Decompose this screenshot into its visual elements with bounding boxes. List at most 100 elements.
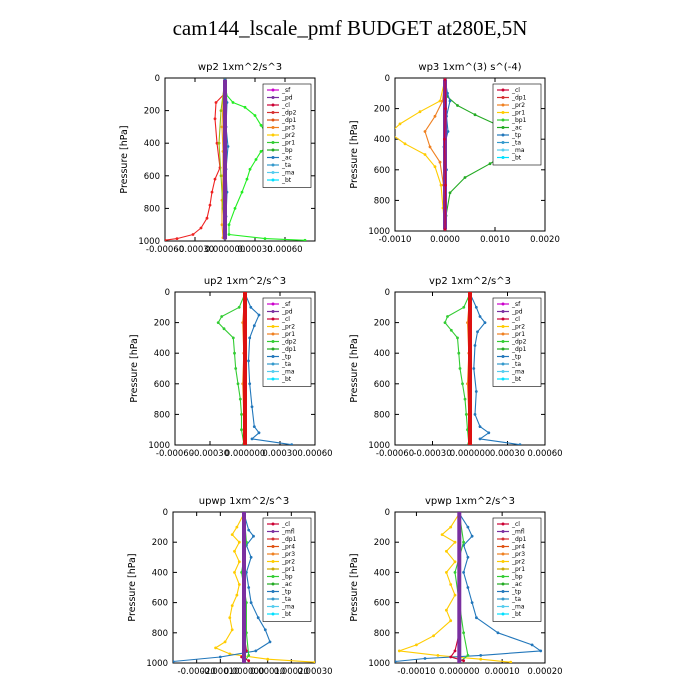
series-marker — [210, 190, 214, 194]
legend-label: _ma — [511, 369, 525, 376]
legend-marker — [271, 537, 275, 541]
legend-label: _sf — [281, 301, 291, 308]
series-marker — [226, 145, 230, 148]
legend-label: _ac — [281, 581, 292, 588]
x-tick-label: -0.00060 — [146, 245, 184, 255]
y-tick-label: 400 — [374, 349, 390, 359]
plot-frame — [394, 77, 546, 232]
legend-label: _tp — [511, 132, 521, 139]
legend-label: _ma — [511, 604, 525, 611]
series-marker — [478, 425, 482, 428]
chart-title: vpwp 1xm^2/s^3 — [425, 496, 515, 507]
series-marker — [464, 413, 468, 416]
x-tick-label: -0.0010 — [379, 235, 412, 245]
series-marker — [199, 226, 203, 230]
series-marker — [518, 443, 522, 445]
legend-label: _cl — [511, 87, 520, 94]
y-tick-label: 200 — [374, 105, 390, 115]
series-marker — [462, 571, 465, 574]
series-marker — [230, 628, 234, 632]
series-marker — [228, 616, 232, 620]
y-tick-label: 400 — [154, 349, 170, 359]
legend-marker — [271, 355, 275, 358]
y-tick-label: 200 — [152, 538, 168, 548]
legend-marker — [271, 575, 275, 578]
series-marker — [250, 405, 254, 409]
legend-label: _bt — [511, 376, 522, 383]
series-marker — [458, 367, 462, 370]
legend-marker — [501, 590, 505, 593]
series-marker — [237, 560, 241, 564]
y-tick-label: 400 — [152, 568, 168, 578]
legend-label: _ta — [281, 596, 291, 603]
series-marker — [303, 238, 307, 241]
legend-marker — [501, 567, 505, 571]
series-marker — [240, 428, 243, 432]
series-line — [224, 79, 306, 241]
series-marker — [216, 321, 220, 324]
legend-marker — [271, 552, 275, 556]
series-marker — [233, 207, 237, 210]
series-marker — [509, 660, 513, 663]
y-axis-label: Pressure [hPa] — [349, 120, 360, 188]
legend-marker — [501, 597, 505, 601]
y-tick-label: 1000 — [138, 237, 160, 247]
series-marker — [462, 305, 466, 309]
y-tick-label: 400 — [374, 568, 390, 578]
legend-marker — [271, 332, 275, 336]
y-tick-label: 0 — [385, 74, 390, 84]
series-marker — [478, 437, 482, 441]
legend-label: _cl — [281, 316, 290, 323]
legend-label: _bt — [281, 611, 292, 618]
legend-label: _pr1 — [281, 566, 295, 573]
series-marker — [208, 203, 212, 207]
series-marker — [473, 344, 477, 347]
series-marker — [445, 571, 448, 574]
series-marker — [466, 525, 470, 529]
legend-label: _ma — [511, 147, 525, 154]
y-tick-label: 0 — [385, 508, 390, 518]
legend-marker — [501, 552, 505, 556]
legend-marker — [271, 560, 275, 563]
series-marker — [233, 571, 236, 574]
series-marker — [446, 130, 450, 133]
series-marker — [476, 330, 479, 334]
series-marker — [453, 560, 457, 564]
series-marker — [456, 336, 459, 340]
series-marker — [423, 130, 427, 133]
x-tick-label: 0.00060 — [527, 449, 562, 459]
legend-label: _pr1 — [281, 331, 295, 338]
series-marker — [462, 540, 465, 544]
x-tick-label: -0.00020 — [178, 667, 216, 677]
series-marker — [165, 238, 167, 241]
series-marker — [432, 634, 435, 638]
legend: _cl_mfl_dp1_pr4_pr3_pr2_pr1_bp_ac_tp_ta_… — [492, 517, 542, 622]
series-marker — [266, 657, 270, 661]
series-marker — [228, 652, 232, 656]
legend-marker — [271, 590, 275, 593]
page-title: cam144_lscale_pmf BUDGET at280E,5N — [172, 16, 528, 40]
legend-marker — [271, 163, 275, 167]
legend-label: _bt — [511, 611, 522, 618]
series-marker — [247, 654, 251, 657]
series-marker — [487, 431, 491, 435]
legend-marker — [271, 178, 275, 182]
legend-label: _bp1 — [511, 117, 527, 124]
series-marker — [403, 142, 407, 146]
legend-marker — [501, 96, 505, 99]
x-tick-label: 0.000000 — [439, 667, 480, 677]
series-marker — [418, 110, 422, 114]
legend-marker — [501, 111, 505, 114]
series-marker — [479, 654, 483, 657]
series-marker — [243, 105, 247, 109]
chart-panel-6: vpwp 1xm^2/s^3 Pressure [hPa] 0 200 400 600 80… — [349, 496, 563, 677]
series-marker — [456, 104, 459, 107]
series-marker — [479, 657, 483, 661]
legend-marker — [501, 545, 505, 548]
series-marker — [263, 237, 267, 241]
series-marker — [449, 655, 453, 659]
series-marker — [217, 141, 221, 145]
series-marker — [453, 649, 457, 653]
legend-label: _pr2 — [511, 324, 525, 331]
legend-marker — [501, 612, 505, 616]
